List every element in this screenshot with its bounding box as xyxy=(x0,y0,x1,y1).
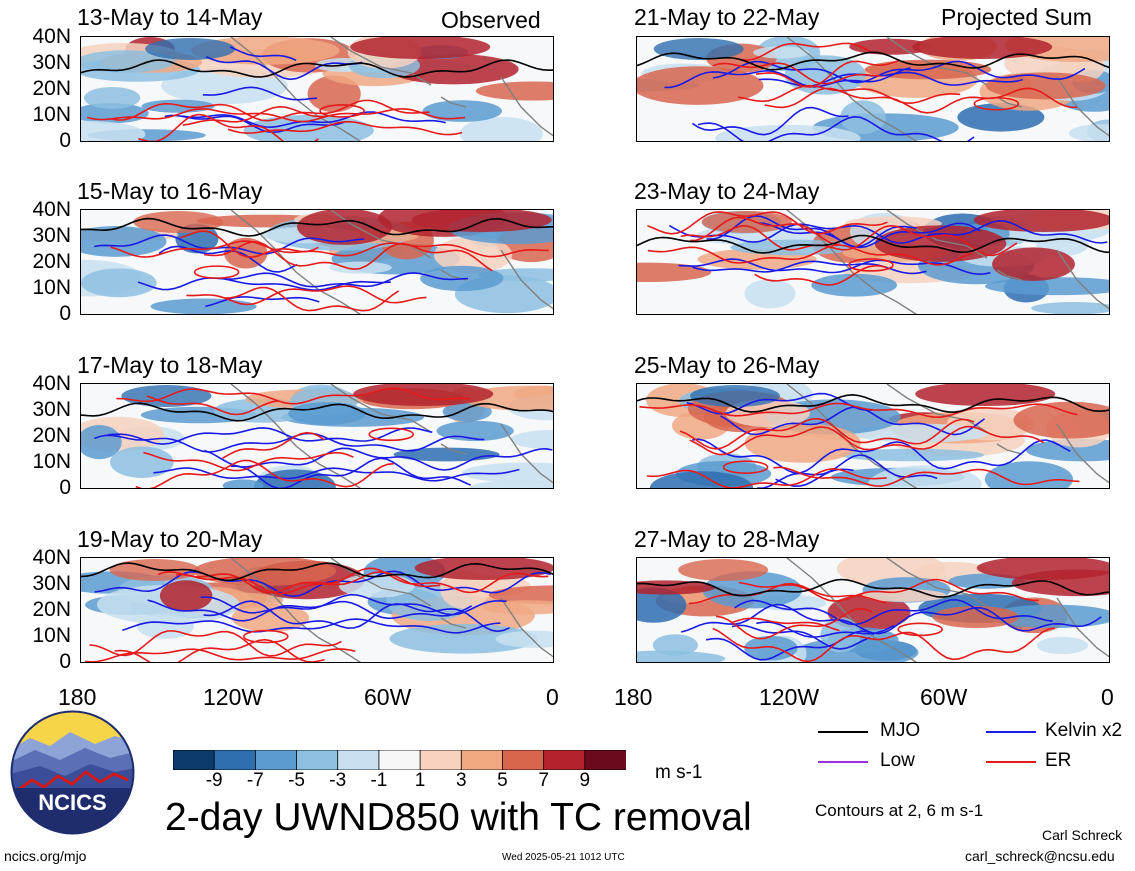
map-field xyxy=(637,37,1109,141)
panel-title-projected-4: 27-May to 28-May xyxy=(634,526,820,552)
colorbar-tick-label: -5 xyxy=(288,770,305,791)
lon-label: 120W xyxy=(759,684,820,710)
panel-title-projected-1: 21-May to 22-May xyxy=(634,4,820,30)
lat-label: 30N xyxy=(32,51,71,74)
lat-label: 20N xyxy=(32,250,71,273)
map-panel-projected-4 xyxy=(636,557,1110,663)
colorbar-units: m s-1 xyxy=(655,762,703,783)
colorbar-tick-label: 9 xyxy=(579,770,591,791)
colorbar-swatch xyxy=(296,749,339,771)
lon-label: 0 xyxy=(546,684,559,710)
colorbar-swatch xyxy=(419,749,463,771)
lon-label: 180 xyxy=(614,684,653,710)
lat-label: 0 xyxy=(59,476,71,499)
colorbar-swatch xyxy=(378,749,421,771)
map-panel-observed-1 xyxy=(80,36,554,142)
lat-label: 20N xyxy=(32,77,71,100)
legend-swatch-low xyxy=(818,761,868,763)
colorbar-tick-label: -3 xyxy=(329,770,347,791)
colorbar-tick-label: -9 xyxy=(205,770,223,791)
lat-label: 0 xyxy=(59,302,71,325)
footer-timestamp: Wed 2025-05-21 1012 UTC xyxy=(502,852,625,863)
logo-text: NCICS xyxy=(38,790,106,815)
lat-label: 30N xyxy=(32,224,71,247)
colorbar-swatch xyxy=(460,749,504,771)
lon-label: 120W xyxy=(203,684,264,710)
panel-title-observed-4: 19-May to 20-May xyxy=(77,526,263,552)
legend-label-er: ER xyxy=(1045,750,1072,771)
legend-label-low: Low xyxy=(880,750,915,771)
colorbar-swatch xyxy=(172,749,216,771)
observed-label: Observed xyxy=(441,7,541,33)
colorbar-tick-label: 3 xyxy=(455,770,467,791)
panel-title-observed-1: 13-May to 14-May xyxy=(77,4,263,30)
colorbar-swatch xyxy=(254,749,298,771)
lat-label: 10N xyxy=(32,624,71,647)
footer-email: carl_schreck@ncsu.edu xyxy=(965,848,1115,864)
lat-label: 0 xyxy=(59,129,71,152)
lon-label: 180 xyxy=(58,684,97,710)
figure-title: 2-day UWND850 with TC removal xyxy=(165,796,752,839)
lat-label: 0 xyxy=(59,650,71,673)
map-panel-observed-4 xyxy=(80,557,554,663)
colorbar-tick-label: -7 xyxy=(246,770,264,791)
lon-label: 0 xyxy=(1101,684,1114,710)
footer-url: ncics.org/mjo xyxy=(4,848,87,864)
map-field xyxy=(637,558,1109,662)
colorbar-tick-label: 5 xyxy=(497,770,508,791)
projected-sum-label: Projected Sum xyxy=(941,4,1092,30)
colorbar-swatch xyxy=(502,749,545,771)
lat-label: 20N xyxy=(32,598,71,621)
lat-label: 30N xyxy=(32,398,71,421)
colorbar-tick-label: -1 xyxy=(370,770,388,791)
legend-swatch-kelvin xyxy=(986,731,1036,733)
lat-label: 40N xyxy=(32,198,71,221)
colorbar-swatch xyxy=(543,749,586,771)
colorbar-swatch xyxy=(584,749,627,771)
lat-label: 30N xyxy=(32,572,71,595)
contours-note: Contours at 2, 6 m s-1 xyxy=(815,801,984,820)
map-field xyxy=(81,37,553,141)
colorbar-swatch xyxy=(213,749,257,771)
lat-label: 10N xyxy=(32,450,71,473)
lat-label: 20N xyxy=(32,424,71,447)
map-panel-projected-2 xyxy=(636,209,1110,315)
legend-swatch-mjo xyxy=(818,731,868,733)
ncics-logo: NCICS xyxy=(10,710,135,835)
colorbar-tick-label: 7 xyxy=(538,770,549,791)
footer-author: Carl Schreck xyxy=(1042,827,1123,843)
panel-title-projected-2: 23-May to 24-May xyxy=(634,178,820,204)
map-panel-observed-2 xyxy=(80,209,554,315)
legend-label-mjo: MJO xyxy=(880,720,921,741)
lat-label: 10N xyxy=(32,103,71,126)
panel-title-observed-3: 17-May to 18-May xyxy=(77,352,263,378)
legend-swatch-er xyxy=(986,761,1036,763)
lon-label: 60W xyxy=(364,684,412,710)
map-field xyxy=(81,384,553,488)
colorbar-tick-label: 1 xyxy=(414,770,426,791)
lat-label: 40N xyxy=(32,546,71,569)
panel-title-projected-3: 25-May to 26-May xyxy=(634,352,820,378)
map-field xyxy=(81,210,553,314)
map-field xyxy=(637,210,1109,314)
map-panel-observed-3 xyxy=(80,383,554,489)
map-panel-projected-3 xyxy=(636,383,1110,489)
map-field xyxy=(637,384,1109,488)
panel-title-observed-2: 15-May to 16-May xyxy=(77,178,263,204)
colorbar xyxy=(172,749,627,771)
map-field xyxy=(81,558,553,662)
colorbar-swatch xyxy=(337,749,380,771)
lat-label: 40N xyxy=(32,372,71,395)
lat-label: 40N xyxy=(32,25,71,48)
lat-label: 10N xyxy=(32,276,71,299)
lon-label: 60W xyxy=(920,684,968,710)
map-panel-projected-1 xyxy=(636,36,1110,142)
legend-label-kelvin: Kelvin x2 xyxy=(1045,720,1123,741)
